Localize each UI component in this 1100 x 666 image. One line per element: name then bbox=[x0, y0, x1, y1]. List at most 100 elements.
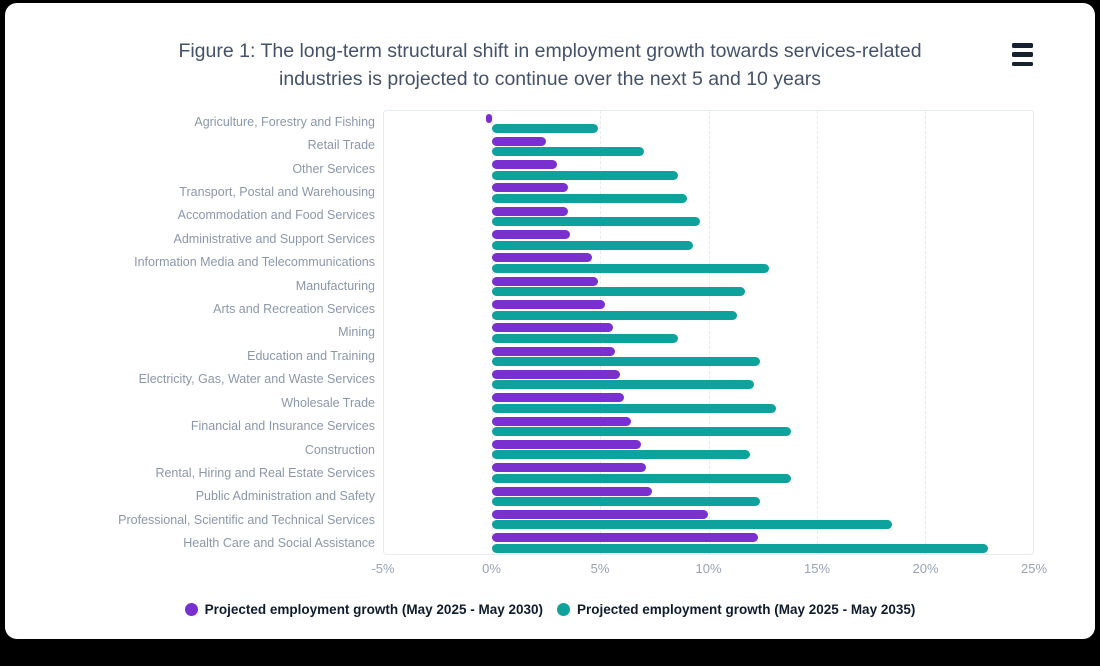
bar-series-2 bbox=[492, 497, 761, 507]
bar-row bbox=[384, 204, 1033, 227]
chart-card: Figure 1: The long-term structural shift… bbox=[5, 3, 1095, 639]
category-label: Health Care and Social Assistance bbox=[183, 536, 375, 551]
category-label: Other Services bbox=[292, 161, 375, 176]
bar-series-2 bbox=[492, 287, 746, 297]
bar-series-1 bbox=[492, 439, 642, 449]
category-label: Agriculture, Forestry and Fishing bbox=[194, 114, 375, 129]
bar-row bbox=[384, 274, 1033, 297]
category-label: Public Administration and Safety bbox=[195, 489, 375, 504]
bar-series-1 bbox=[492, 346, 616, 356]
bar-row bbox=[384, 251, 1033, 274]
category-label: Administrative and Support Services bbox=[173, 231, 375, 246]
bar-series-1 bbox=[492, 463, 646, 473]
gridline bbox=[816, 111, 818, 554]
x-tick-label: -5% bbox=[371, 561, 395, 576]
category-label: Education and Training bbox=[247, 348, 375, 363]
category-label: Wholesale Trade bbox=[281, 395, 375, 410]
x-axis: -5% 0% 5% 10% 15% 20% 25% bbox=[371, 561, 1047, 581]
legend-dot-teal-icon bbox=[557, 603, 570, 616]
category-label: Arts and Recreation Services bbox=[213, 302, 375, 317]
bar-row bbox=[384, 298, 1033, 321]
category-label: Information Media and Telecommunications bbox=[134, 255, 375, 270]
bar-row bbox=[384, 344, 1033, 367]
category-labels: Agriculture, Forestry and Fishing Retail … bbox=[5, 110, 375, 555]
legend-item-2035[interactable]: Projected employment growth (May 2025 - … bbox=[557, 602, 915, 617]
bar-series-2 bbox=[492, 357, 761, 367]
menu-bar bbox=[1012, 43, 1033, 48]
x-tick-label: 20% bbox=[912, 561, 939, 576]
bar-series-1 bbox=[492, 509, 709, 519]
bar-series-1 bbox=[492, 416, 631, 426]
legend-label-2035: Projected employment growth (May 2025 - … bbox=[577, 602, 916, 617]
bar-series-2 bbox=[492, 217, 700, 227]
chart-title: Figure 1: The long-term structural shift… bbox=[178, 40, 922, 91]
bar-series-2 bbox=[492, 543, 988, 553]
bar-series-2 bbox=[492, 124, 599, 133]
hamburger-menu-icon[interactable] bbox=[1012, 43, 1033, 66]
bar-series-1 bbox=[492, 486, 653, 496]
bar-series-1 bbox=[492, 183, 568, 193]
bar-series-2 bbox=[492, 380, 754, 390]
gridline bbox=[492, 111, 494, 554]
category-label: Rental, Hiring and Real Estate Services bbox=[155, 466, 375, 481]
bar-row bbox=[384, 158, 1033, 181]
x-tick-label: 5% bbox=[590, 561, 610, 576]
x-tick-label: 0% bbox=[482, 561, 501, 576]
category-label: Retail Trade bbox=[307, 138, 375, 153]
legend-dot-purple-icon bbox=[184, 603, 198, 616]
bar-row bbox=[384, 414, 1033, 437]
legend: Projected employment growth (May 2025 - … bbox=[5, 602, 1095, 617]
bar-series-2 bbox=[492, 450, 750, 460]
category-label: Mining bbox=[338, 325, 375, 340]
bar-series-2 bbox=[492, 170, 679, 180]
legend-item-2030[interactable]: Projected employment growth (May 2025 - … bbox=[184, 602, 543, 617]
bar-row bbox=[384, 437, 1033, 460]
bar-row bbox=[384, 507, 1033, 530]
bar-row bbox=[384, 228, 1033, 251]
category-label: Manufacturing bbox=[295, 278, 375, 293]
bar-row bbox=[384, 391, 1033, 414]
x-tick-label: 10% bbox=[695, 561, 722, 576]
bar-row bbox=[384, 321, 1033, 344]
bar-series-2 bbox=[492, 473, 791, 483]
x-tick-label: 15% bbox=[803, 561, 831, 576]
bar-series-1 bbox=[492, 300, 605, 310]
bar-series-1 bbox=[492, 253, 592, 263]
menu-bar bbox=[1012, 61, 1033, 66]
bar-series-1 bbox=[485, 113, 493, 123]
x-tick-label: 25% bbox=[1020, 561, 1048, 576]
gridline bbox=[708, 111, 710, 554]
bar-series-2 bbox=[492, 263, 770, 273]
category-label: Financial and Insurance Services bbox=[190, 419, 375, 434]
bar-row bbox=[384, 134, 1033, 157]
bar-series-1 bbox=[492, 276, 599, 286]
menu-bar bbox=[1012, 52, 1033, 57]
legend-label-2030: Projected employment growth (May 2025 - … bbox=[204, 602, 543, 617]
bar-row bbox=[384, 111, 1033, 134]
bar-row bbox=[384, 531, 1033, 554]
bar-row bbox=[384, 461, 1033, 484]
bar-series-1 bbox=[492, 230, 571, 240]
category-label: Professional, Scientific and Technical S… bbox=[118, 512, 375, 527]
bar-series-2 bbox=[492, 403, 776, 413]
bar-series-2 bbox=[492, 193, 687, 203]
bar-series-2 bbox=[492, 240, 694, 250]
gridline bbox=[924, 111, 926, 554]
bar-row bbox=[384, 484, 1033, 507]
gridline bbox=[600, 111, 602, 554]
bar-series-1 bbox=[492, 369, 620, 379]
bar-series-1 bbox=[492, 136, 547, 146]
bar-row bbox=[384, 367, 1033, 390]
bar-series-1 bbox=[492, 206, 568, 216]
plot-area bbox=[383, 110, 1034, 555]
bar-series-1 bbox=[492, 160, 558, 170]
bar-series-2 bbox=[492, 310, 737, 320]
bar-row bbox=[384, 181, 1033, 204]
category-label: Construction bbox=[304, 442, 375, 457]
category-label: Transport, Postal and Warehousing bbox=[179, 184, 375, 199]
category-label: Accommodation and Food Services bbox=[177, 208, 375, 223]
bar-series-2 bbox=[492, 147, 644, 157]
bar-series-2 bbox=[492, 520, 893, 530]
bar-series-2 bbox=[492, 333, 679, 343]
